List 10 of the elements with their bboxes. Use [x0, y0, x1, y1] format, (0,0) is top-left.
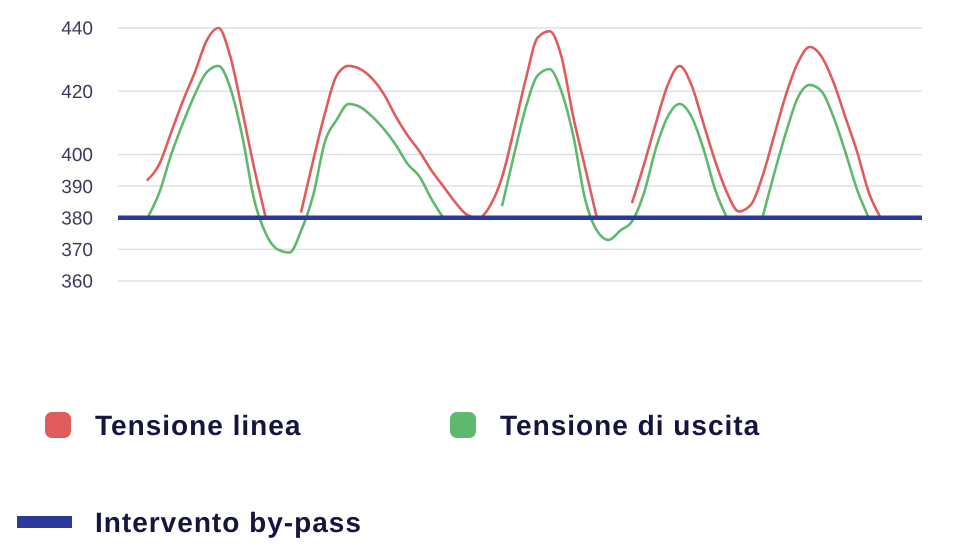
legend-label: Tensione di uscita [500, 410, 760, 441]
legend-label: Intervento by-pass [95, 506, 362, 538]
y-tick-label: 440 [61, 18, 93, 40]
legend-label: Tensione linea [95, 410, 302, 441]
y-tick-label: 420 [61, 82, 93, 103]
y-tick-label: 390 [61, 176, 93, 198]
y-tick-label: 370 [61, 240, 93, 262]
y-tick-label: 360 [61, 272, 93, 293]
y-tick-label: 380 [61, 208, 93, 230]
y-tick-label: 400 [61, 145, 93, 166]
